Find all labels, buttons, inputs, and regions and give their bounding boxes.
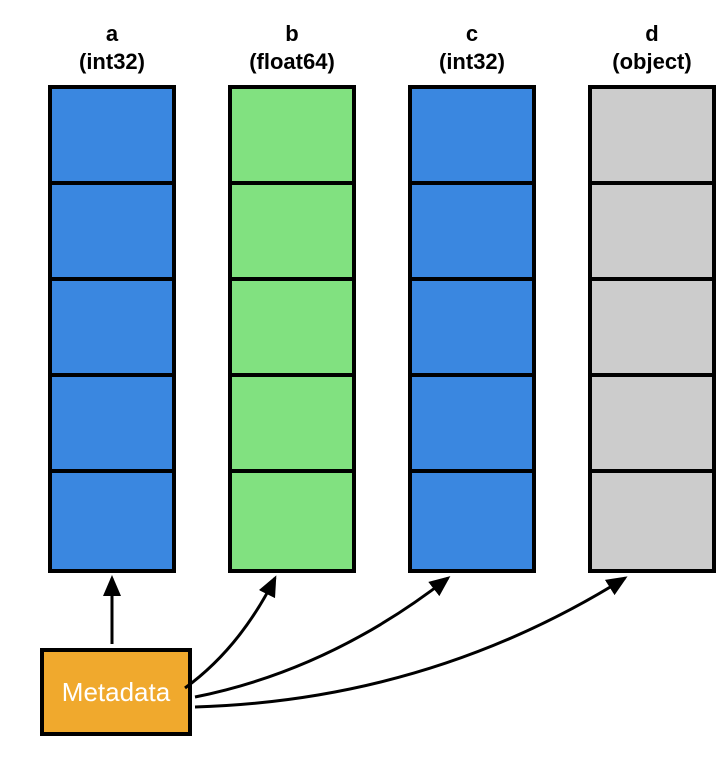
metadata-label: Metadata: [62, 677, 170, 708]
column-header-d: d (object): [612, 20, 691, 75]
cell: [232, 377, 352, 473]
cell: [412, 185, 532, 281]
cell: [52, 185, 172, 281]
column-b: b (float64): [228, 20, 356, 573]
metadata-box: Metadata: [40, 648, 192, 736]
cell: [232, 473, 352, 569]
column-dtype-d: object: [620, 49, 685, 74]
cell: [52, 89, 172, 185]
column-name-d: d: [645, 21, 658, 46]
column-stack-b: [228, 85, 356, 573]
cell: [232, 89, 352, 185]
column-dtype-a: int32: [86, 49, 137, 74]
cell: [592, 377, 712, 473]
cell: [592, 89, 712, 185]
column-a: a (int32): [48, 20, 176, 573]
cell: [412, 89, 532, 185]
cell: [412, 281, 532, 377]
column-header-c: c (int32): [439, 20, 505, 75]
cell: [592, 185, 712, 281]
cell: [232, 185, 352, 281]
cell: [52, 281, 172, 377]
column-name-c: c: [466, 21, 478, 46]
column-stack-d: [588, 85, 716, 573]
column-dtype-b: float64: [257, 49, 328, 74]
column-stack-a: [48, 85, 176, 573]
column-header-a: a (int32): [79, 20, 145, 75]
arrow-to-c: [195, 578, 448, 697]
cell: [52, 473, 172, 569]
arrow-to-b: [185, 578, 275, 688]
column-dtype-c: int32: [446, 49, 497, 74]
column-name-a: a: [106, 21, 118, 46]
column-name-b: b: [285, 21, 298, 46]
diagram-container: a (int32) b (float64): [0, 0, 724, 784]
column-c: c (int32): [408, 20, 536, 573]
column-stack-c: [408, 85, 536, 573]
cell: [232, 281, 352, 377]
column-d: d (object): [588, 20, 716, 573]
cell: [412, 377, 532, 473]
cell: [412, 473, 532, 569]
cell: [52, 377, 172, 473]
column-header-b: b (float64): [249, 20, 335, 75]
cell: [592, 281, 712, 377]
cell: [592, 473, 712, 569]
columns-row: a (int32) b (float64): [0, 20, 724, 573]
arrow-to-d: [195, 578, 625, 707]
